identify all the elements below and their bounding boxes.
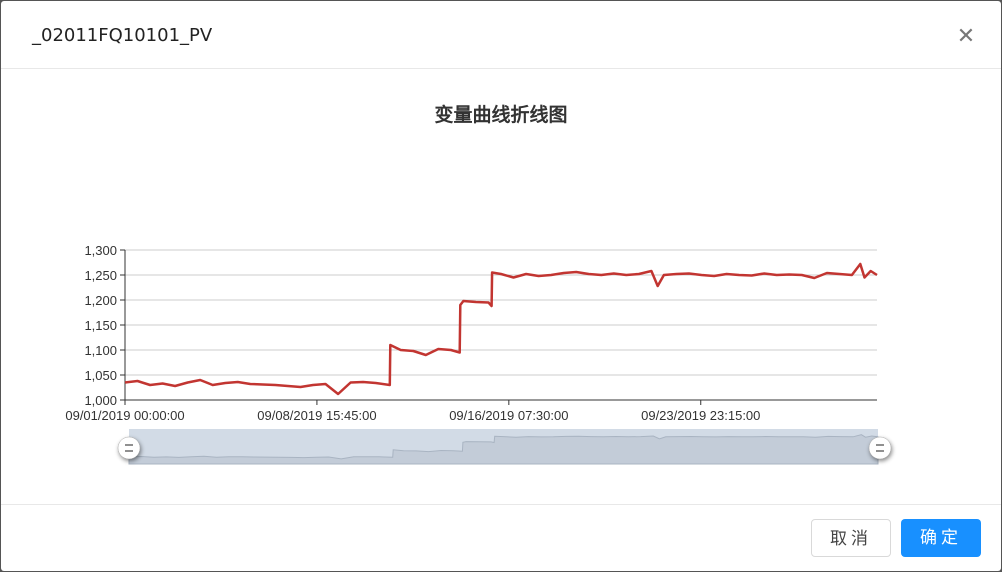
cancel-button[interactable]: 取消 <box>811 519 891 557</box>
datazoom-right-handle[interactable] <box>868 436 892 460</box>
y-tick-label: 1,250 <box>84 268 117 283</box>
close-icon[interactable]: ✕ <box>956 24 976 49</box>
dialog-footer: 取消 确定 <box>1 504 1001 572</box>
y-tick-label: 1,150 <box>84 318 117 333</box>
y-tick-label: 1,050 <box>84 368 117 383</box>
datazoom-left-handle[interactable] <box>117 436 141 460</box>
x-tick-label: 09/16/2019 07:30:00 <box>449 408 568 423</box>
chart-title: 变量曲线折线图 <box>434 103 567 126</box>
dialog-header: _02011FQ10101_PV ✕ <box>1 1 1001 69</box>
confirm-button[interactable]: 确定 <box>901 519 981 557</box>
x-tick-label: 09/08/2019 15:45:00 <box>257 408 376 423</box>
datazoom-preview-line <box>128 434 879 465</box>
y-tick-label: 1,300 <box>84 243 117 258</box>
line-chart: 变量曲线折线图 1,000 1,050 1,100 1,150 1,200 1,250 1,3… <box>65 103 892 465</box>
x-tick-label: 09/23/2019 23:15:00 <box>641 408 760 423</box>
series-line <box>124 262 878 396</box>
y-tick-label: 1,200 <box>84 293 117 308</box>
dialog-title: _02011FQ10101_PV <box>32 25 213 46</box>
y-tick-label: 1,000 <box>84 393 117 408</box>
x-tick-label: 09/01/2019 00:00:00 <box>65 408 184 423</box>
y-tick-label: 1,100 <box>84 343 117 358</box>
